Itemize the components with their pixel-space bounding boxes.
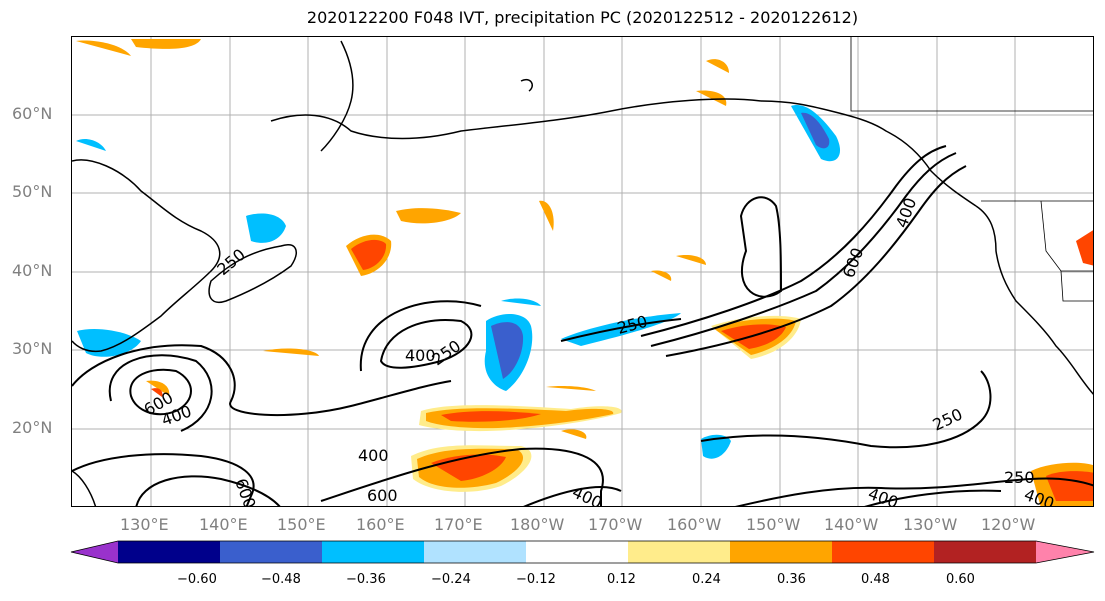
- colorbar-segment: [730, 541, 833, 563]
- contour-label: 250: [615, 312, 649, 338]
- lon-label-130w: 130°W: [903, 515, 958, 534]
- lon-label-150w: 150°W: [746, 515, 801, 534]
- borders: [850, 37, 1093, 302]
- contour-label: 600: [839, 245, 867, 280]
- contour-label: 250: [1004, 468, 1035, 487]
- lat-label-40n: 40°N: [12, 261, 53, 280]
- colorbar-segment: [220, 541, 323, 563]
- colorbar-tick-label: 0.60: [946, 572, 975, 587]
- colorbar-tick-label: 0.12: [607, 572, 636, 587]
- contour-label: 400: [405, 346, 436, 365]
- lon-label-160w: 160°W: [667, 515, 722, 534]
- colorbar-tick-label: 0.48: [861, 572, 890, 587]
- colorbar-tick-label: 0.24: [692, 572, 721, 587]
- ivt-contours: [72, 145, 1093, 506]
- colorbar-arrow-left: [71, 541, 118, 563]
- colorbar-segment: [832, 541, 935, 563]
- colorbar-outline: [70, 540, 1095, 564]
- colorbar-segment: [628, 541, 731, 563]
- contour-label: 400: [866, 484, 901, 507]
- lon-label-180w: 180°W: [510, 515, 565, 534]
- colorbar-segment: [424, 541, 527, 563]
- lon-label-140w: 140°W: [824, 515, 879, 534]
- contour-label: 400: [892, 195, 920, 230]
- lon-label-120w: 120°W: [981, 515, 1036, 534]
- colorbar-tick-label: −0.60: [177, 572, 217, 587]
- lon-label-130e: 130°E: [120, 515, 169, 534]
- precip-shading: [76, 39, 1093, 506]
- lon-label-170e: 170°E: [434, 515, 483, 534]
- colorbar-tick-label: 0.36: [777, 572, 806, 587]
- colorbar-segment: [322, 541, 425, 563]
- colorbar: [70, 540, 1095, 564]
- lat-label-60n: 60°N: [12, 104, 53, 123]
- contour-label: 400: [358, 446, 389, 465]
- lon-label-160e: 160°E: [356, 515, 405, 534]
- map-area: 250 400 250 250 400 600 600 400 400 600 600 400 400 2…: [71, 36, 1094, 507]
- lat-label-50n: 50°N: [12, 182, 53, 201]
- contour-label: 600: [367, 486, 398, 505]
- map-title: 2020122200 F048 IVT, precipitation PC (2…: [306, 8, 859, 27]
- colorbar-arrow-right: [1036, 541, 1094, 563]
- lon-label-170w: 170°W: [588, 515, 643, 534]
- contour-label: 600: [231, 476, 259, 507]
- lat-label-20n: 20°N: [12, 418, 53, 437]
- colorbar-segment: [934, 541, 1037, 563]
- colorbar-segment: [118, 541, 221, 563]
- colorbar-tick-label: −0.12: [516, 572, 556, 587]
- contour-label: 250: [930, 404, 966, 434]
- colorbar-tick-label: −0.36: [346, 572, 386, 587]
- colorbar-segment: [526, 541, 629, 563]
- colorbar-tick-label: −0.24: [431, 572, 471, 587]
- lon-label-150e: 150°E: [277, 515, 326, 534]
- lon-label-140e: 140°E: [199, 515, 248, 534]
- lat-label-30n: 30°N: [12, 339, 53, 358]
- colorbar-tick-label: −0.48: [261, 572, 301, 587]
